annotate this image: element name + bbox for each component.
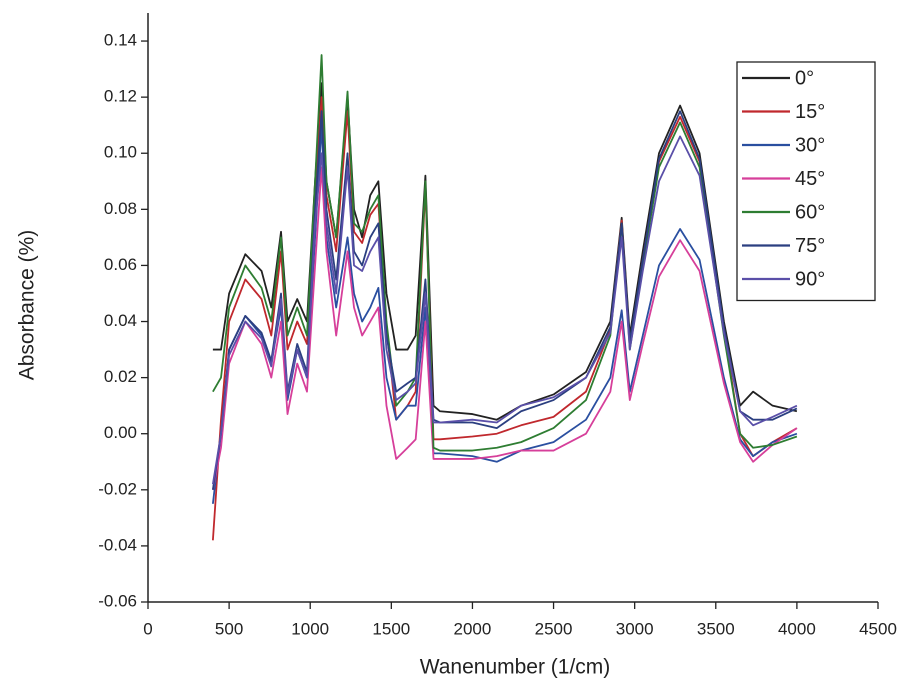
y-tick-label: 0.10 (104, 143, 137, 162)
x-tick-label: 2500 (535, 619, 573, 638)
x-tick-label: 1500 (372, 619, 410, 638)
y-tick-label: 0.12 (104, 87, 137, 106)
legend: 0° 15° 30° 45° 60° 75° 90° (736, 61, 876, 302)
legend-label: 30° (795, 134, 825, 156)
series-line (212, 82, 798, 421)
legend-label: 75° (795, 235, 825, 257)
y-tick-label: 0.02 (104, 367, 137, 386)
series-line (212, 135, 798, 485)
y-tick-label: 0.00 (104, 423, 137, 442)
x-tick-label: 3500 (697, 619, 735, 638)
x-tick-label: 1000 (291, 619, 329, 638)
legend-label: 90° (795, 268, 825, 290)
y-tick-label: 0.08 (104, 199, 137, 218)
series-line (211, 124, 798, 504)
x-tick-label: 4500 (859, 619, 897, 638)
series-line (212, 54, 798, 452)
y-tick-label: -0.06 (98, 591, 137, 610)
x-tick-label: 4000 (778, 619, 816, 638)
y-axis-title: Absorbance (%) (16, 230, 39, 381)
legend-box (736, 61, 876, 302)
x-tick-label: 2000 (454, 619, 492, 638)
legend-label: 0° (795, 67, 814, 89)
y-tick-label: -0.02 (98, 479, 137, 498)
legend-label: 15° (795, 101, 825, 123)
y-tick-label: 0.04 (104, 311, 137, 330)
series-line (211, 110, 798, 490)
legend-label: 60° (795, 201, 825, 223)
x-tick-label: 500 (215, 619, 243, 638)
x-tick-label: 0 (143, 619, 152, 638)
y-tick-label: -0.04 (98, 535, 137, 554)
series-line (212, 166, 798, 490)
legend-label: 45° (795, 168, 825, 190)
y-tick-label: 0.14 (104, 31, 137, 50)
x-axis-title: Wanenumber (1/cm) (420, 656, 611, 679)
y-tick-label: 0.06 (104, 255, 137, 274)
x-tick-label: 3000 (616, 619, 654, 638)
